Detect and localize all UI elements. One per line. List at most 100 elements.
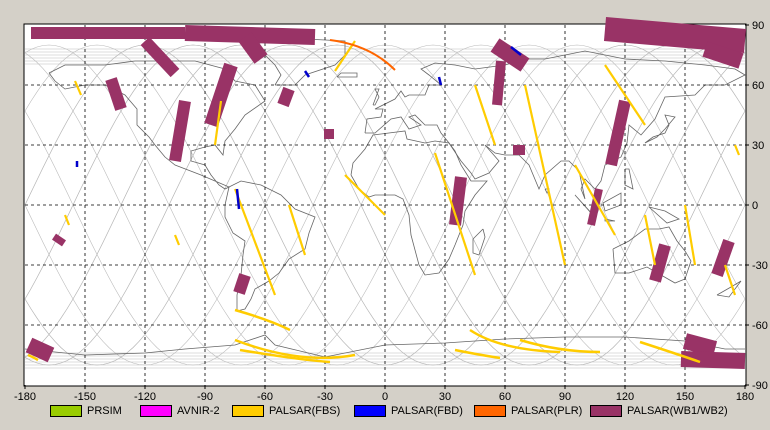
wb-swath: [277, 86, 295, 108]
fbs-track: [344, 174, 386, 216]
fbd-track: [235, 188, 241, 210]
x-tick-label: 120: [616, 391, 634, 400]
legend-label: PALSAR(PLR): [511, 405, 583, 417]
x-tick-label: -180: [14, 391, 36, 400]
fbs-track: [173, 234, 181, 246]
wb-polar-swath: [680, 351, 746, 369]
legend-swatch: [474, 405, 506, 417]
legend-swatch: [232, 405, 264, 417]
wb-swath: [605, 99, 631, 167]
fbs-track: [733, 144, 741, 156]
fbs-track: [233, 188, 277, 296]
wb-swath: [711, 239, 735, 277]
legend-label: AVNIR-2: [177, 405, 220, 417]
wb-swath: [649, 243, 671, 283]
fbs-arc: [27, 353, 39, 362]
world-map-chart: -180 -150 -120 -90 -60 -30 0 30 60 90 120 150 180 90…: [14, 17, 768, 400]
coastline-segment: [716, 280, 742, 298]
wb-polar-swath: [682, 333, 718, 357]
x-tick-label: -120: [134, 391, 156, 400]
legend-item: PRSIM: [50, 404, 122, 418]
fbs-track: [63, 214, 71, 226]
x-tick-label: -150: [74, 391, 96, 400]
x-tick-label: -30: [317, 391, 333, 400]
fbs-track: [683, 204, 697, 266]
y-tick-label: 60: [752, 80, 764, 92]
y-tick-label: -60: [752, 320, 768, 332]
coastline-segment: [224, 180, 316, 312]
x-tick-labels: -180 -150 -120 -90 -60 -30 0 30 60 90 120 150 180: [14, 385, 754, 400]
wb-polar-swath: [238, 32, 268, 64]
y-tick-label: 30: [752, 140, 764, 152]
legend: PRSIM AVNIR-2 PALSAR(FBS) PALSAR(FBD) PALSAR…: [0, 398, 770, 422]
fbd-track: [437, 76, 443, 86]
x-tick-label: 180: [736, 391, 754, 400]
coastline-segment: [24, 334, 745, 358]
legend-label: PRSIM: [87, 405, 122, 417]
wb-polar-swath: [702, 41, 744, 69]
x-tick-label: -60: [257, 391, 273, 400]
fbs-track: [473, 84, 497, 146]
fbs-track: [604, 64, 646, 126]
wb-swath: [449, 176, 467, 226]
legend-item: AVNIR-2: [140, 404, 220, 418]
coastline-segment: [372, 88, 380, 106]
wb-swath: [324, 129, 334, 139]
coastline-segment: [624, 168, 634, 190]
fbs-arc: [234, 308, 291, 332]
legend-swatch: [354, 405, 386, 417]
wb-swath: [169, 100, 191, 162]
wb-swath: [105, 77, 127, 111]
wb-polar-swath: [490, 38, 530, 72]
fbs-track: [73, 80, 83, 96]
wb-swath: [587, 188, 603, 226]
fbs-track: [723, 264, 737, 296]
fbd-track: [510, 46, 522, 56]
coastline-segment: [648, 206, 680, 224]
y-tick-label: 90: [752, 20, 764, 32]
legend-swatch: [50, 405, 82, 417]
fbs-track: [523, 84, 567, 266]
fbs-track: [643, 214, 657, 266]
legend-item: PALSAR(WB1/WB2): [590, 404, 728, 418]
x-tick-label: 90: [559, 391, 571, 400]
fbs-arc: [234, 338, 356, 360]
fbs-track: [433, 152, 477, 276]
wb-swath: [52, 233, 66, 247]
fbs-track: [334, 40, 356, 72]
y-tick-label: -90: [752, 380, 768, 392]
fbs-arc: [519, 338, 601, 354]
legend-item: PALSAR(PLR): [474, 404, 582, 418]
plr-arc: [329, 39, 396, 71]
y-tick-label: -30: [752, 260, 768, 272]
fbs-track: [287, 204, 307, 256]
legend-swatch: [140, 405, 172, 417]
x-tick-label: 150: [676, 391, 694, 400]
legend-label: PALSAR(FBS): [269, 405, 341, 417]
wb-polar-swath: [25, 337, 55, 363]
wb-polar-swath: [140, 36, 180, 78]
coastline-segment: [350, 130, 488, 276]
fbs-arc: [639, 340, 701, 364]
fbs-arc: [454, 348, 501, 360]
x-tick-label: 0: [382, 391, 388, 400]
legend-swatch: [590, 405, 622, 417]
wb-swath: [513, 145, 525, 155]
fbs-track: [213, 100, 223, 146]
x-tick-label: 60: [499, 391, 511, 400]
coastline-segment: [472, 228, 486, 256]
x-tick-label: 30: [439, 391, 451, 400]
wb-swath: [233, 273, 251, 295]
fbs-track: [574, 164, 616, 236]
legend-item: PALSAR(FBD): [354, 404, 463, 418]
fbd-track: [303, 70, 311, 78]
y-tick-label: 0: [752, 200, 758, 212]
legend-item: PALSAR(FBS): [232, 404, 340, 418]
wb-swath: [204, 62, 238, 128]
coastline-segment: [612, 226, 692, 284]
fbs-arc: [469, 328, 561, 354]
legend-label: PALSAR(FBD): [391, 405, 463, 417]
coastline-segment: [644, 114, 676, 144]
legend-label: PALSAR(WB1/WB2): [627, 405, 728, 417]
wb-polar-swath: [31, 27, 185, 39]
